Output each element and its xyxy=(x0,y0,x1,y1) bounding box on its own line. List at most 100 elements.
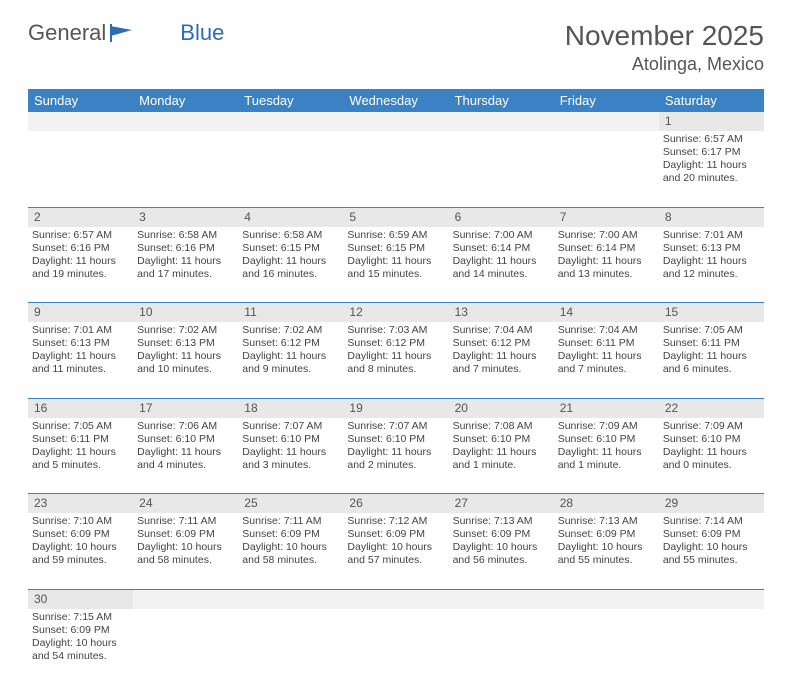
day-info-cell: Sunrise: 7:00 AMSunset: 6:14 PMDaylight:… xyxy=(449,227,554,303)
daylight-text: Daylight: 10 hours and 55 minutes. xyxy=(663,541,760,567)
sunset-text: Sunset: 6:13 PM xyxy=(32,337,129,350)
sunset-text: Sunset: 6:13 PM xyxy=(663,242,760,255)
sunrise-text: Sunrise: 7:04 AM xyxy=(558,324,655,337)
sunrise-text: Sunrise: 7:10 AM xyxy=(32,515,129,528)
day-number-cell xyxy=(238,589,343,609)
sunrise-text: Sunrise: 7:13 AM xyxy=(453,515,550,528)
day-number-cell: 1 xyxy=(659,112,764,131)
daylight-text: Daylight: 11 hours and 14 minutes. xyxy=(453,255,550,281)
day-info-row: Sunrise: 6:57 AMSunset: 6:16 PMDaylight:… xyxy=(28,227,764,303)
day-number-cell xyxy=(343,589,448,609)
day-number-cell: 4 xyxy=(238,207,343,227)
weekday-header: Thursday xyxy=(449,89,554,112)
day-info-cell: Sunrise: 6:57 AMSunset: 6:16 PMDaylight:… xyxy=(28,227,133,303)
daylight-text: Daylight: 11 hours and 11 minutes. xyxy=(32,350,129,376)
day-number-cell: 19 xyxy=(343,398,448,418)
day-info-cell: Sunrise: 7:03 AMSunset: 6:12 PMDaylight:… xyxy=(343,322,448,398)
day-number-row: 30 xyxy=(28,589,764,609)
daylight-text: Daylight: 11 hours and 8 minutes. xyxy=(347,350,444,376)
day-info-cell: Sunrise: 7:10 AMSunset: 6:09 PMDaylight:… xyxy=(28,513,133,589)
day-number-cell xyxy=(449,589,554,609)
sunset-text: Sunset: 6:10 PM xyxy=(347,433,444,446)
sunset-text: Sunset: 6:14 PM xyxy=(453,242,550,255)
sunrise-text: Sunrise: 7:11 AM xyxy=(242,515,339,528)
sunrise-text: Sunrise: 7:13 AM xyxy=(558,515,655,528)
daylight-text: Daylight: 11 hours and 5 minutes. xyxy=(32,446,129,472)
day-info-cell: Sunrise: 7:07 AMSunset: 6:10 PMDaylight:… xyxy=(343,418,448,494)
day-info-row: Sunrise: 7:10 AM Sunset: 6:09 PM Daylight:… xyxy=(28,513,764,589)
day-number-cell: 3 xyxy=(133,207,238,227)
weekday-header: Monday xyxy=(133,89,238,112)
day-info-cell xyxy=(343,609,448,685)
sunrise-text: Sunrise: 7:05 AM xyxy=(663,324,760,337)
day-number-row: 16171819202122 xyxy=(28,398,764,418)
daylight-text: Daylight: 11 hours and 10 minutes. xyxy=(137,350,234,376)
daylight-text: Daylight: 11 hours and 9 minutes. xyxy=(242,350,339,376)
daylight-text: Daylight: 11 hours and 1 minute. xyxy=(453,446,550,472)
day-number-cell: 24 xyxy=(133,494,238,514)
logo-text-2: Blue xyxy=(180,20,224,46)
daylight-text: Daylight: 11 hours and 7 minutes. xyxy=(558,350,655,376)
day-info-row: Sunrise: 7:05 AMSunset: 6:11 PMDaylight:… xyxy=(28,418,764,494)
weekday-header-row: SundayMondayTuesdayWednesdayThursdayFrid… xyxy=(28,89,764,112)
day-number-cell: 18 xyxy=(238,398,343,418)
day-info-cell xyxy=(554,609,659,685)
sunset-text: Sunset: 6:09 PM xyxy=(558,528,655,541)
sunset-text: Sunset: 6:15 PM xyxy=(242,242,339,255)
daylight-text: Daylight: 11 hours and 2 minutes. xyxy=(347,446,444,472)
day-info-cell: Sunrise: 7:01 AMSunset: 6:13 PMDaylight:… xyxy=(28,322,133,398)
day-info-cell xyxy=(133,609,238,685)
day-number-cell xyxy=(238,112,343,131)
sunset-text: Sunset: 6:09 PM xyxy=(32,624,129,637)
day-info-cell: Sunrise: 7:08 AMSunset: 6:10 PMDaylight:… xyxy=(449,418,554,494)
day-info-cell: Sunrise: 7:04 AMSunset: 6:11 PMDaylight:… xyxy=(554,322,659,398)
day-number-cell: 23 xyxy=(28,494,133,514)
day-number-cell: 16 xyxy=(28,398,133,418)
weekday-header: Wednesday xyxy=(343,89,448,112)
daylight-text: Daylight: 11 hours and 0 minutes. xyxy=(663,446,760,472)
daylight-text: Daylight: 10 hours and 56 minutes. xyxy=(453,541,550,567)
sunset-text: Sunset: 6:16 PM xyxy=(137,242,234,255)
day-number-cell: 21 xyxy=(554,398,659,418)
daylight-text: Daylight: 11 hours and 12 minutes. xyxy=(663,255,760,281)
day-info-cell xyxy=(659,609,764,685)
sunrise-text: Sunrise: 7:03 AM xyxy=(347,324,444,337)
sunrise-text: Sunrise: 7:02 AM xyxy=(137,324,234,337)
day-info-cell xyxy=(343,131,448,207)
logo-text-1: General xyxy=(28,20,106,46)
sunrise-text: Sunrise: 7:09 AM xyxy=(558,420,655,433)
day-info-cell: Sunrise: 7:00 AMSunset: 6:14 PMDaylight:… xyxy=(554,227,659,303)
day-number-cell xyxy=(28,112,133,131)
logo: General Blue xyxy=(28,20,224,46)
day-info-cell: Sunrise: 7:07 AMSunset: 6:10 PMDaylight:… xyxy=(238,418,343,494)
daylight-text: Daylight: 10 hours and 57 minutes. xyxy=(347,541,444,567)
sunrise-text: Sunrise: 7:01 AM xyxy=(663,229,760,242)
day-number-cell: 22 xyxy=(659,398,764,418)
day-info-cell xyxy=(449,131,554,207)
sunrise-text: Sunrise: 6:57 AM xyxy=(663,133,760,146)
day-number-cell xyxy=(343,112,448,131)
day-info-cell: Sunrise: 7:02 AMSunset: 6:12 PMDaylight:… xyxy=(238,322,343,398)
day-number-cell: 6 xyxy=(449,207,554,227)
sunset-text: Sunset: 6:10 PM xyxy=(453,433,550,446)
day-info-row: Sunrise: 7:15 AMSunset: 6:09 PMDaylight:… xyxy=(28,609,764,685)
day-number-cell: 13 xyxy=(449,303,554,323)
sunset-text: Sunset: 6:16 PM xyxy=(32,242,129,255)
day-number-cell: 20 xyxy=(449,398,554,418)
daylight-text: Daylight: 11 hours and 15 minutes. xyxy=(347,255,444,281)
day-number-cell: 27 xyxy=(449,494,554,514)
day-info-cell: Sunrise: 6:59 AMSunset: 6:15 PMDaylight:… xyxy=(343,227,448,303)
day-number-cell: 9 xyxy=(28,303,133,323)
day-number-cell: 12 xyxy=(343,303,448,323)
sunset-text: Sunset: 6:09 PM xyxy=(137,528,234,541)
sunrise-text: Sunrise: 7:15 AM xyxy=(32,611,129,624)
daylight-text: Daylight: 11 hours and 7 minutes. xyxy=(453,350,550,376)
day-number-cell: 7 xyxy=(554,207,659,227)
day-number-cell xyxy=(449,112,554,131)
day-info-row: Sunrise: 7:01 AMSunset: 6:13 PMDaylight:… xyxy=(28,322,764,398)
day-number-cell: 30 xyxy=(28,589,133,609)
daylight-text: Daylight: 11 hours and 19 minutes. xyxy=(32,255,129,281)
daylight-text: Daylight: 11 hours and 3 minutes. xyxy=(242,446,339,472)
sunrise-text: Sunrise: 7:04 AM xyxy=(453,324,550,337)
day-info-cell: Sunrise: 7:11 AMSunset: 6:09 PMDaylight:… xyxy=(238,513,343,589)
